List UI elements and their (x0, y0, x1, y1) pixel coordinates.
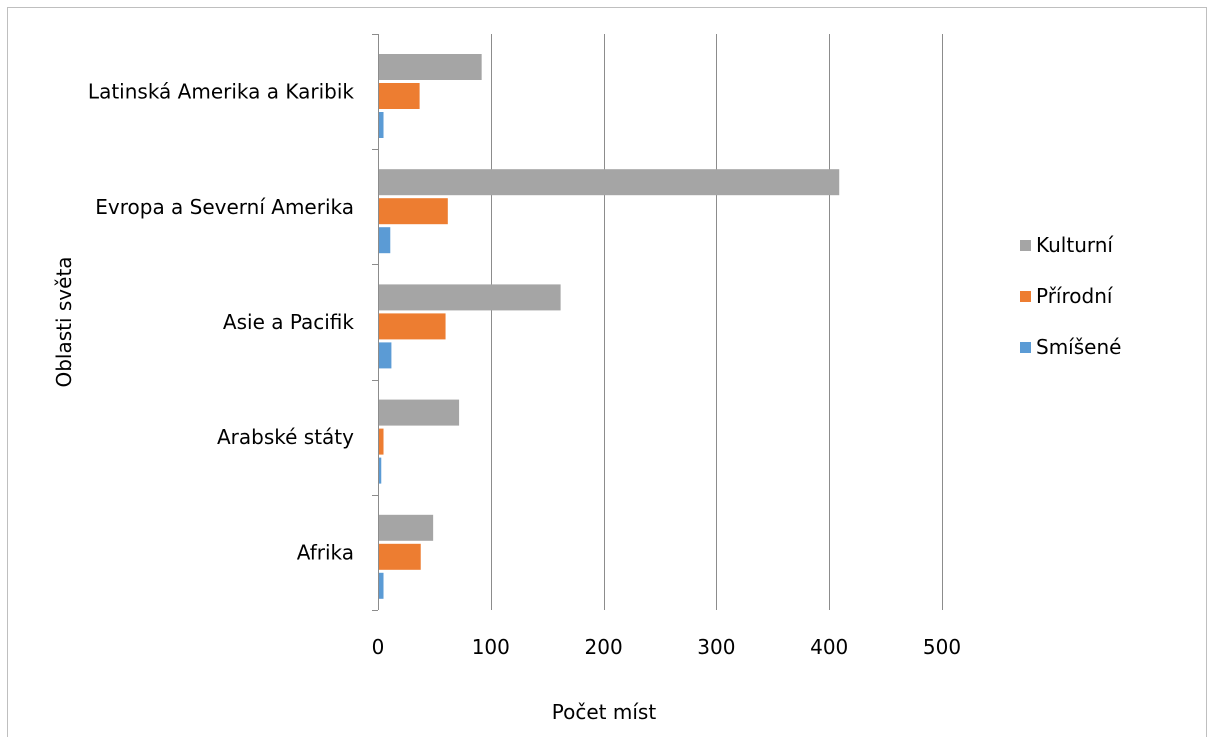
category-labels: Latinská Amerika a Karibik Evropa a Sever… (88, 80, 354, 565)
x-tick-label: 0 (372, 635, 385, 659)
x-tick-label: 100 (472, 635, 510, 659)
category-label: Evropa a Severní Amerika (95, 195, 354, 219)
bar-přírodní (379, 83, 420, 109)
y-axis-title: Oblasti světa (52, 256, 76, 387)
category-label: Asie a Pacifik (223, 310, 355, 334)
bar-kulturní (379, 54, 482, 80)
bar-smíšené (379, 112, 384, 138)
axes (372, 34, 379, 611)
bar-kulturní (379, 514, 434, 541)
category-label: Arabské státy (217, 425, 354, 449)
bar-kulturní (379, 169, 840, 196)
legend-label: Smíšené (1036, 335, 1121, 359)
bar-smíšené (379, 227, 391, 254)
bar-přírodní (379, 543, 421, 570)
x-tick-label: 200 (585, 635, 623, 659)
bar-přírodní (379, 198, 448, 225)
bar-smíšené (379, 457, 382, 484)
bar-kulturní (379, 399, 460, 426)
chart-frame (7, 7, 1207, 737)
legend: Kulturní Přírodní Smíšené (1020, 233, 1121, 359)
legend-swatch (1020, 342, 1031, 353)
bar-přírodní (379, 428, 384, 455)
gridlines (491, 34, 943, 610)
legend-label: Přírodní (1036, 284, 1114, 308)
x-tick-label: 300 (697, 635, 735, 659)
bars (379, 54, 840, 599)
legend-label: Kulturní (1036, 233, 1114, 257)
x-tick-label: 500 (923, 635, 961, 659)
category-label: Latinská Amerika a Karibik (88, 80, 354, 104)
bar-smíšené (379, 342, 392, 369)
legend-swatch (1020, 291, 1031, 302)
bar-přírodní (379, 313, 446, 340)
x-axis-title: Počet míst (552, 700, 657, 724)
bar-kulturní (379, 284, 561, 311)
category-label: Afrika (297, 540, 354, 564)
bar-smíšené (379, 572, 384, 599)
x-tick-label: 400 (810, 635, 848, 659)
legend-swatch (1020, 240, 1031, 251)
x-tick-labels: 0 100 200 300 400 500 (372, 635, 961, 659)
